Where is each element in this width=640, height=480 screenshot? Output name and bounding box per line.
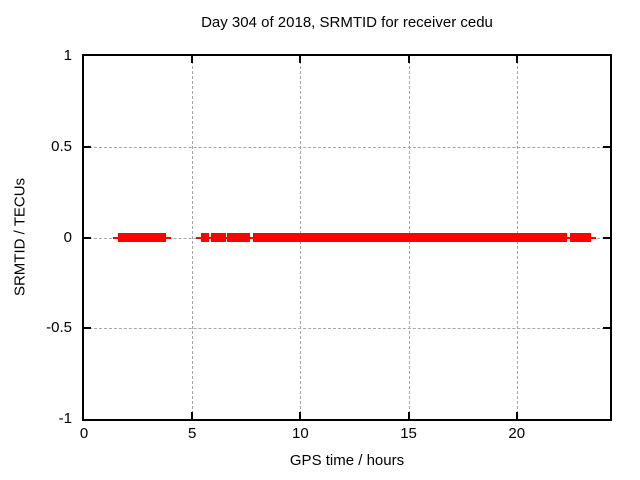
x-tick-label-5: 5 xyxy=(188,425,197,442)
x-axis-label: GPS time / hours xyxy=(289,452,405,469)
y-tick-label-1: 1 xyxy=(63,47,72,64)
y-tick-label-0.5: 0.5 xyxy=(51,137,72,155)
gridline-y--0.5 xyxy=(84,328,610,330)
x-tick-mark-top-20 xyxy=(515,56,518,63)
x-tick-mark-top-15 xyxy=(407,56,410,63)
x-tick-label-20: 20 xyxy=(508,425,526,442)
y-tick-mark-right-0.5 xyxy=(603,145,610,148)
y-tick-label-0: 0 xyxy=(63,228,72,246)
y-tick-mark-right-0 xyxy=(603,236,610,239)
y-tick-mark-right--0.5 xyxy=(603,327,610,330)
x-tick-label-0: 0 xyxy=(79,425,89,442)
data-segment-3 xyxy=(222,233,255,242)
y-tick-label--0.5: -0.5 xyxy=(46,319,72,337)
plot-area xyxy=(82,54,612,421)
y-axis-label: SRMTID / TECUs xyxy=(11,177,29,297)
x-tick-mark-top-10 xyxy=(299,56,302,63)
x-tick-mark-bottom-10 xyxy=(299,412,302,419)
gridline-y-0.5 xyxy=(84,146,610,148)
data-segment-5 xyxy=(565,233,595,242)
x-tick-mark-top-5 xyxy=(191,56,194,63)
data-segment-0 xyxy=(113,233,171,242)
data-segment-4 xyxy=(247,233,573,242)
x-tick-mark-bottom-15 xyxy=(407,412,410,419)
x-tick-label-15: 15 xyxy=(400,425,417,442)
y-tick-mark-left-0 xyxy=(84,236,91,239)
x-tick-label-10: 10 xyxy=(292,425,309,442)
x-tick-mark-bottom-20 xyxy=(515,412,518,419)
y-tick-mark-left--0.5 xyxy=(84,327,91,330)
x-tick-mark-bottom-5 xyxy=(191,412,194,419)
y-tick-mark-left-0.5 xyxy=(84,145,91,148)
chart-title: Day 304 of 2018, SRMTID for receiver ced… xyxy=(201,14,493,31)
y-tick-label--1: -1 xyxy=(58,410,72,427)
